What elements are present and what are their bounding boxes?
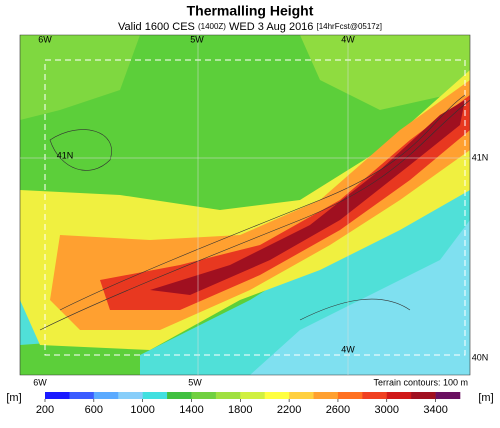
colorbar-segment: [167, 392, 192, 399]
colorbar-segment: [337, 392, 363, 399]
colorbar-segment: [435, 392, 461, 399]
colorbar-tick-label: 3000: [375, 404, 399, 416]
colorbar-segment: [362, 392, 388, 399]
colorbar-segment: [264, 392, 290, 399]
terrain-note: Terrain contours: 100 m: [373, 377, 468, 387]
colorbar-segment: [411, 392, 436, 399]
subtitle-part: WED 3 Aug 2016: [229, 21, 313, 33]
lon-label: 4W: [341, 344, 355, 354]
lat-label: 41N: [57, 150, 74, 160]
title: Thermalling Height: [187, 3, 314, 19]
colorbar-unit: [m]: [6, 392, 21, 404]
colorbar-unit: [m]: [478, 392, 493, 404]
colorbar-tick-label: 1400: [179, 404, 203, 416]
domain-box: [44, 59, 466, 356]
contour: [39, 99, 471, 331]
colorbar-segment: [313, 392, 339, 399]
colorbar-segment: [118, 392, 143, 399]
lon-label: 6W: [38, 34, 52, 44]
colorbar-tick-label: 1800: [228, 404, 252, 416]
band-red: [100, 95, 470, 310]
terrain-contours: [39, 94, 471, 331]
field: [20, 35, 140, 120]
colorbar-segment: [45, 392, 70, 399]
lon-label: 5W: [190, 34, 204, 44]
colorbar-segment: [93, 392, 119, 399]
colorbar-segment: [142, 392, 168, 399]
lon-label: 5W: [188, 377, 202, 387]
lon-label: 6W: [33, 377, 47, 387]
graticule: [20, 35, 470, 375]
colorbar: 200 600 1000 1400 1800 2200 2600 3000 3400: [36, 392, 461, 416]
colorbar-tick-label: 2600: [326, 404, 350, 416]
colorbar-segment: [386, 392, 412, 399]
colorbar-tick-label: 600: [85, 404, 103, 416]
lat-label: 40N: [472, 352, 489, 362]
colorbar-tick-label: 2200: [277, 404, 301, 416]
field: [300, 35, 470, 110]
band-orange: [50, 80, 470, 330]
lat-label: 41N: [472, 152, 489, 162]
contour: [59, 94, 466, 311]
contour: [299, 298, 411, 321]
map: [19, 34, 471, 376]
subtitle-part: Valid 1600 CES: [118, 21, 195, 33]
subtitle-part: (1400Z): [198, 22, 226, 31]
colorbar-tick-label: 200: [36, 404, 54, 416]
colorbar-tick-label: 3400: [423, 404, 447, 416]
lon-label: 4W: [341, 34, 355, 44]
map-frame: [19, 34, 471, 376]
colorbar-tick-label: 1000: [130, 404, 154, 416]
colorbar-segment: [69, 392, 95, 399]
field: [250, 220, 470, 375]
subtitle-part: [14hrFcst@0517z]: [316, 22, 381, 31]
subtitle: Valid 1600 CES (1400Z) WED 3 Aug 2016 [1…: [118, 21, 382, 33]
colorbar-segment: [240, 392, 266, 399]
colorbar-segment: [289, 392, 314, 399]
colorbar-segment: [215, 392, 241, 399]
colorbar-segment: [191, 392, 217, 399]
